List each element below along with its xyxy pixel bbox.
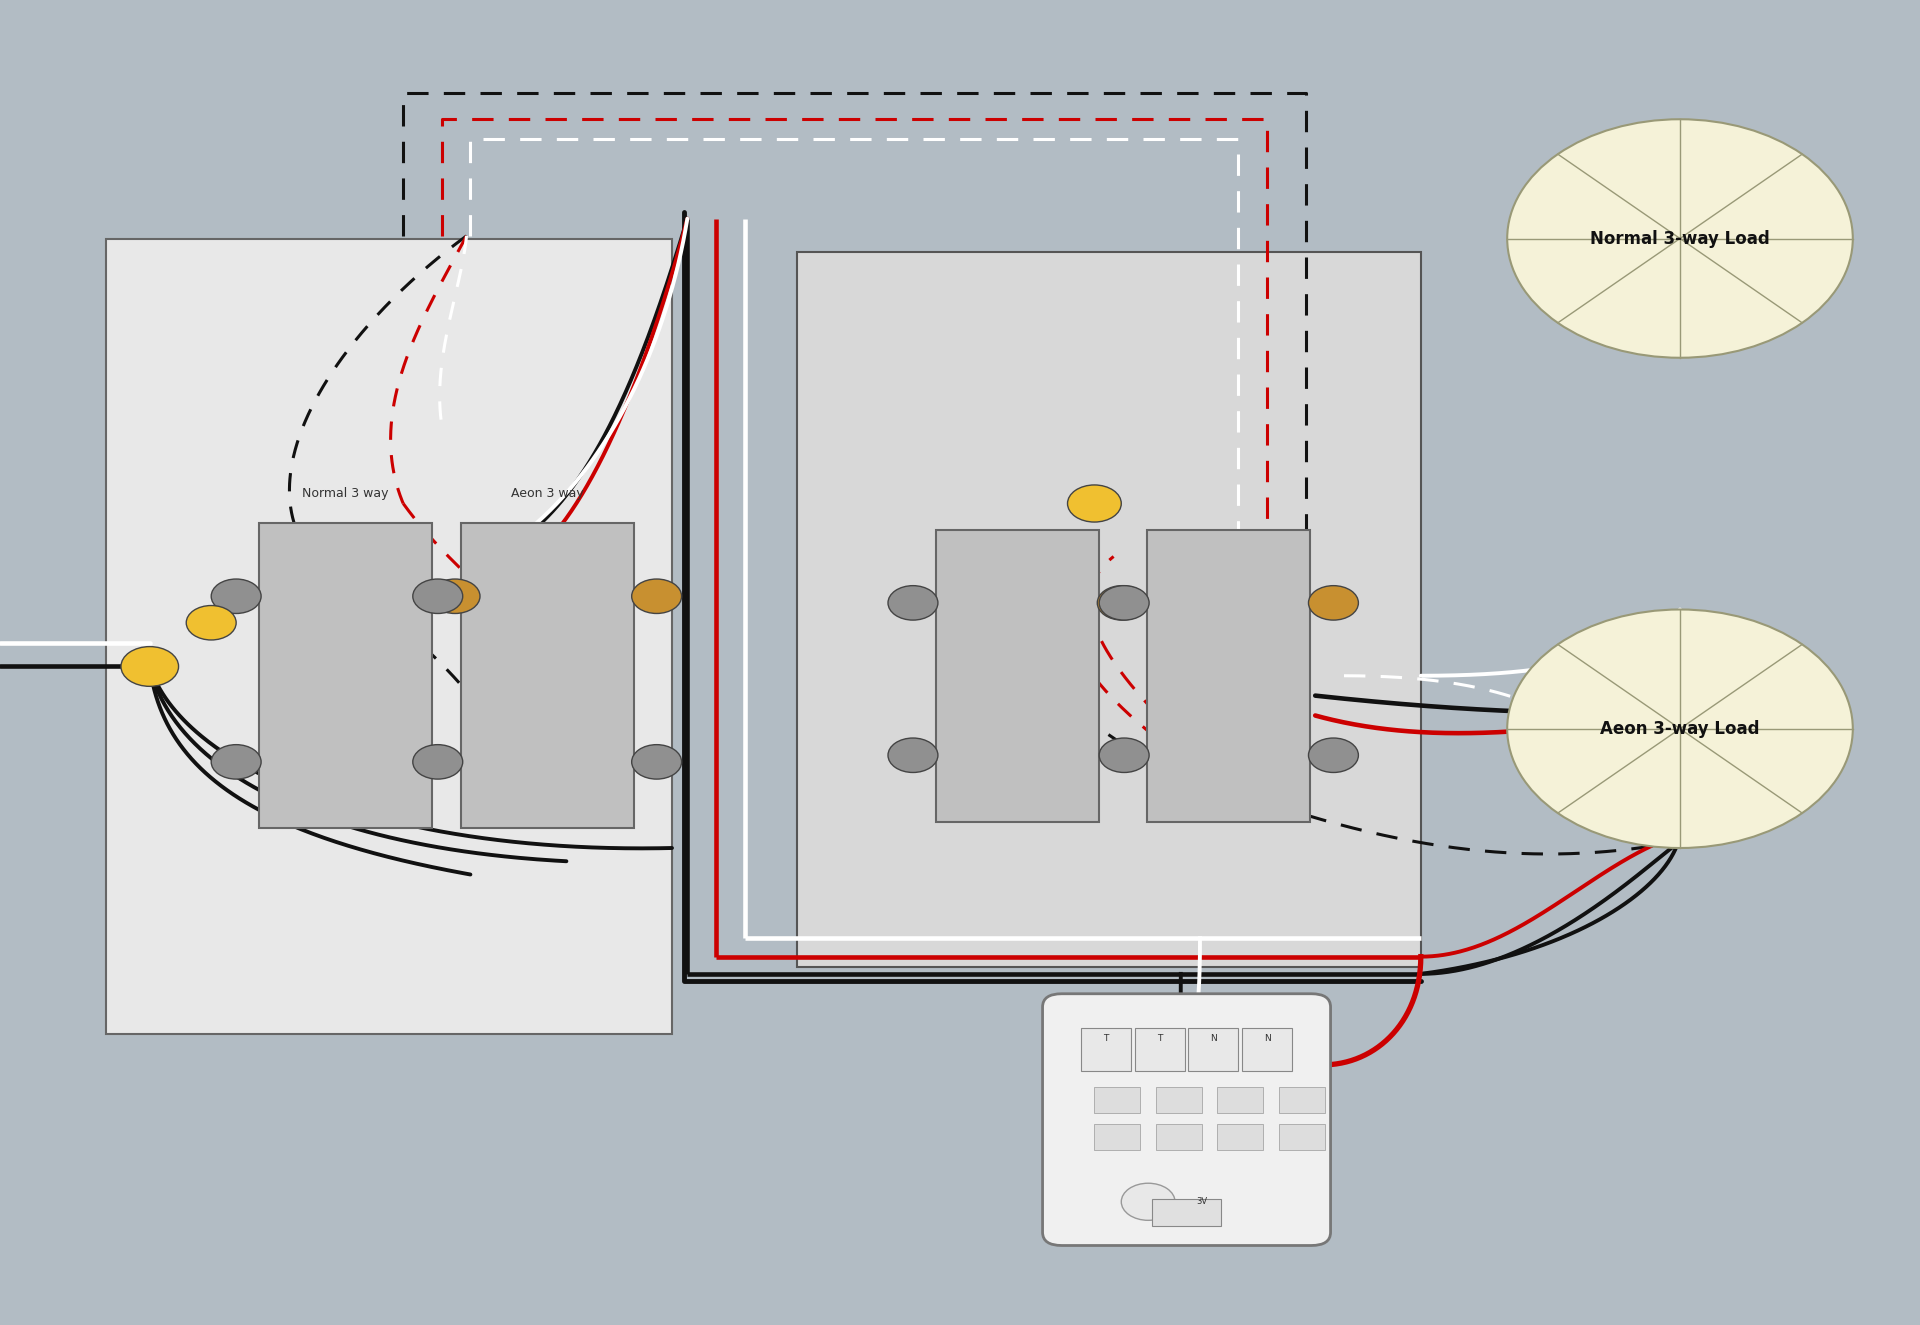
Bar [937,530,1098,822]
Circle shape [186,606,236,640]
Bar [106,238,672,1034]
Circle shape [1309,586,1359,620]
Bar [461,523,634,828]
Circle shape [1309,738,1359,772]
Bar [1279,1124,1325,1150]
Bar [797,252,1421,967]
Circle shape [211,579,261,613]
Circle shape [887,738,939,772]
Circle shape [632,579,682,613]
Circle shape [632,745,682,779]
Bar [1188,1028,1238,1071]
Circle shape [211,745,261,779]
Text: Normal 3 way: Normal 3 way [301,486,390,500]
Text: T: T [1104,1035,1108,1043]
Text: T: T [1158,1035,1162,1043]
Circle shape [1098,586,1148,620]
Bar [1156,1124,1202,1150]
Bar [1279,1086,1325,1113]
Bar [1242,1028,1292,1071]
Text: Aeon 3-way Load: Aeon 3-way Load [1599,719,1761,738]
Circle shape [887,586,939,620]
Circle shape [1098,738,1148,772]
Circle shape [1068,485,1121,522]
Text: Normal 3-way Load: Normal 3-way Load [1590,229,1770,248]
Circle shape [430,579,480,613]
Bar [1135,1028,1185,1071]
Text: N: N [1263,1035,1271,1043]
Circle shape [413,745,463,779]
Circle shape [121,647,179,686]
Bar [1217,1124,1263,1150]
Bar [1152,1199,1221,1226]
Bar [1081,1028,1131,1071]
Circle shape [1098,586,1148,620]
Text: 3V: 3V [1196,1198,1208,1206]
Circle shape [1507,119,1853,358]
FancyBboxPatch shape [1043,994,1331,1246]
Bar [259,523,432,828]
Bar [1094,1086,1140,1113]
Text: Aeon 3 way: Aeon 3 way [511,486,584,500]
Bar [1094,1124,1140,1150]
Text: N: N [1210,1035,1217,1043]
Circle shape [413,579,463,613]
Circle shape [1507,610,1853,848]
Circle shape [1121,1183,1175,1220]
Bar [1148,530,1309,822]
Bar [1156,1086,1202,1113]
Bar [1217,1086,1263,1113]
